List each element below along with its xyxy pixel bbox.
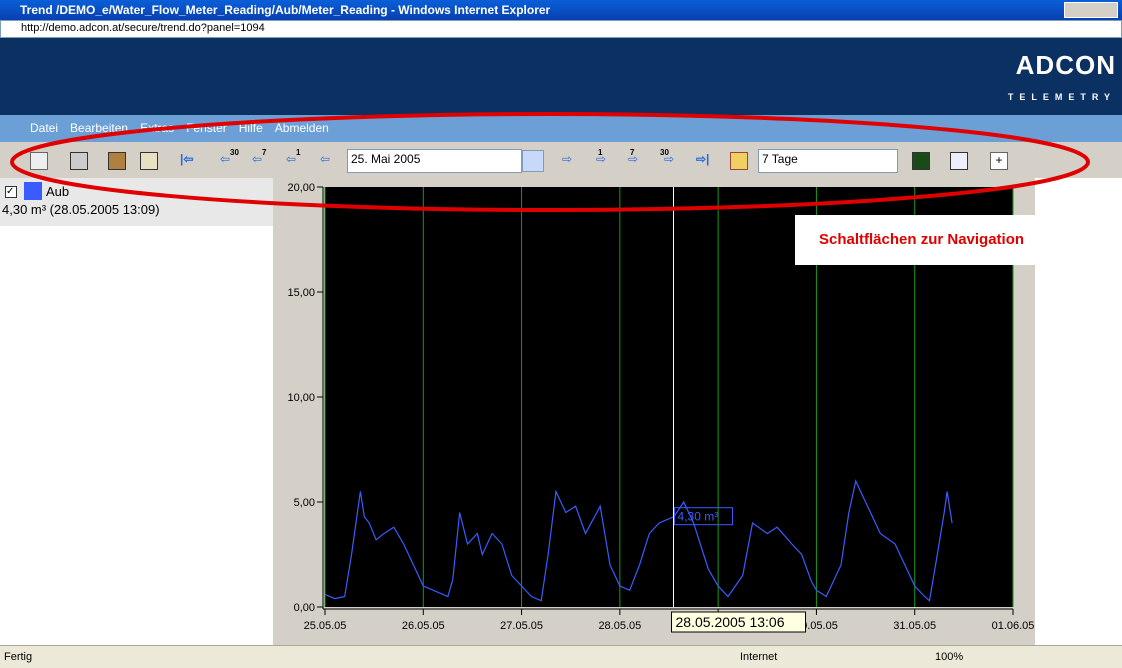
checkbox[interactable]: ✓ <box>5 186 17 198</box>
menu-item[interactable]: Extras <box>140 121 175 135</box>
status-text: Fertig <box>4 651 33 663</box>
menu-item[interactable]: Datei <box>30 121 59 135</box>
legend-reading: 4,30 m³ (28.05.2005 13:09) <box>2 202 160 217</box>
window-controls[interactable] <box>1064 2 1118 18</box>
left-panel <box>0 178 273 645</box>
annotation: Schaltflächen zur Navigation <box>795 215 1117 265</box>
step-label: 30 <box>660 148 669 157</box>
menu-item[interactable]: Hilfe <box>238 121 263 135</box>
cursor-date-box <box>671 611 807 633</box>
x-tick-label: 27.05.05 <box>500 620 543 632</box>
x-tick-label: 28.05.05 <box>598 620 641 632</box>
period-field[interactable]: 7 Tage <box>758 149 898 173</box>
zone: Internet <box>740 651 778 663</box>
step-label: 7 <box>630 148 635 157</box>
legend: ✓ Aub 4,30 m³ (28.05.2005 13:09) <box>0 178 273 226</box>
cursor-date-label: 28.05.2005 13:06 <box>676 614 785 630</box>
step-label: 7 <box>262 148 267 157</box>
step-label: 1 <box>598 148 603 157</box>
x-tick-label: 31.05.05 <box>893 620 936 632</box>
y-tick-label: 0,00 <box>294 602 315 614</box>
x-tick-label: 25.05.05 <box>304 620 347 632</box>
last-button[interactable]: ⇨| <box>696 152 710 166</box>
save-button[interactable] <box>70 152 88 170</box>
toolbar: |⇦ ⇦ 30 ⇦ 7 ⇦ 1 ⇦ 25. Mai 2005 ⇨ ⇨ 1 ⇨ 7 ⇨ 30 … <box>0 142 1122 178</box>
chart-view-button[interactable] <box>912 152 930 170</box>
export-button[interactable] <box>140 152 158 170</box>
cursor-value-label: 4,30 m³ <box>678 510 719 524</box>
step-label: 1 <box>296 148 301 157</box>
add-button[interactable]: + <box>990 152 1008 170</box>
y-tick-label: 15,00 <box>287 287 315 299</box>
y-tick-label: 5,00 <box>294 497 315 509</box>
forward-button[interactable]: ⇨ <box>562 152 573 166</box>
new-button[interactable] <box>30 152 48 170</box>
menu-item[interactable]: Fenster <box>186 121 227 135</box>
url: http://demo.adcon.at/secure/trend.do?pan… <box>21 22 265 34</box>
date-field[interactable]: 25. Mai 2005 <box>347 149 522 173</box>
menu-item[interactable]: Bearbeiten <box>70 121 129 135</box>
header <box>0 38 1122 115</box>
status-bar: Fertig Internet 100% <box>0 645 1122 668</box>
x-tick-label: 01.06.05 <box>992 620 1035 632</box>
print-button[interactable] <box>108 152 126 170</box>
calendar-button[interactable] <box>730 152 748 170</box>
table-view-button[interactable] <box>950 152 968 170</box>
step-label: 30 <box>230 148 239 157</box>
legend-swatch <box>24 182 42 200</box>
x-tick-label: 26.05.05 <box>402 620 445 632</box>
date-dropdown[interactable] <box>522 150 544 172</box>
legend-name: Aub <box>46 184 70 199</box>
first-button[interactable]: |⇦ <box>180 152 194 166</box>
logo: ADCON <box>1015 50 1116 80</box>
title-bar: Trend /DEMO_e/Water_Flow_Meter_Reading/A… <box>0 0 1122 20</box>
back-button[interactable]: ⇦ <box>320 152 331 166</box>
cursor-value-box <box>674 507 734 526</box>
y-tick-label: 20,00 <box>287 182 315 194</box>
y-tick-label: 10,00 <box>287 392 315 404</box>
menu-bar: Datei Bearbeiten Extras Fenster Hilfe Abmelde… <box>0 115 1122 142</box>
menu-item[interactable]: Abmelden <box>274 121 329 135</box>
data-line <box>324 479 953 602</box>
zoom[interactable]: 100% <box>935 651 964 663</box>
logo-tagline: TELEMETRY <box>1007 92 1116 102</box>
address-bar[interactable]: http://demo.adcon.at/secure/trend.do?pan… <box>0 20 1122 38</box>
window-title: Trend /DEMO_e/Water_Flow_Meter_Reading/A… <box>20 3 551 17</box>
